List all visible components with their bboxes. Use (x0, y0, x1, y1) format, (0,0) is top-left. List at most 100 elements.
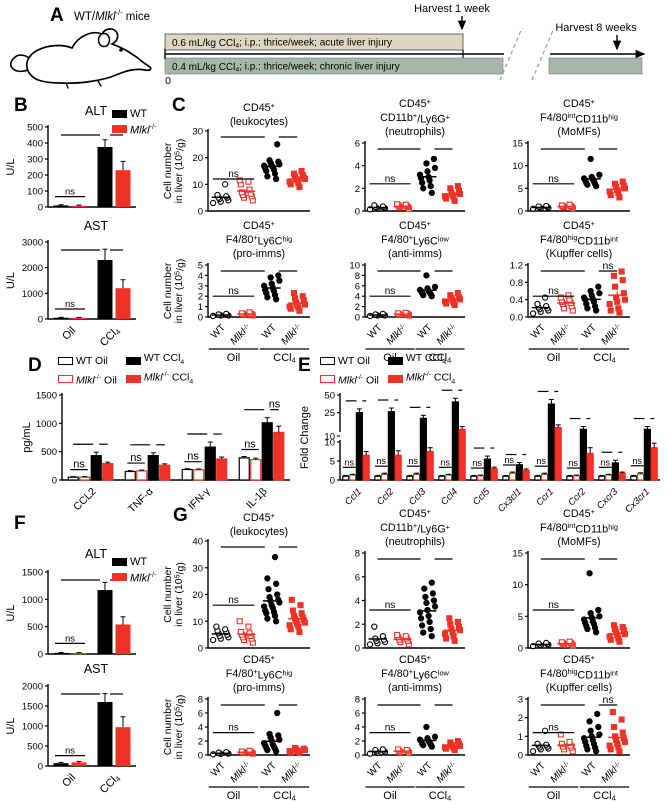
scatter-point (209, 312, 217, 320)
scatter-point (454, 183, 461, 190)
y-tick-label: 0 (38, 650, 43, 661)
bar (374, 475, 382, 481)
chart-title: CD45+ (399, 219, 431, 232)
scatter-point (418, 622, 426, 629)
y-tick-label: 0 (355, 313, 360, 324)
group-x-label: Mlkl-/- (435, 322, 460, 347)
legend-swatch-icon (112, 558, 127, 566)
bar (586, 452, 594, 481)
scatter-point (420, 629, 427, 636)
scatter-point (296, 628, 303, 635)
scatter-point (430, 155, 438, 163)
chart-title: CD45+ (399, 97, 431, 110)
sig-label: ns (344, 457, 354, 467)
sig-label: ns (548, 174, 559, 185)
bar (53, 763, 69, 766)
bar (483, 458, 491, 481)
y-tick-label: 300 (27, 155, 43, 166)
chart-title: F4/80+Ly6Clow (381, 233, 449, 247)
scatter-point (606, 633, 613, 640)
bar (598, 475, 606, 481)
scatter-point (422, 593, 429, 601)
y-tick-label: 2000 (22, 263, 43, 274)
bar (643, 428, 651, 481)
chart-title: CD45+ (563, 653, 595, 666)
break-slash (499, 27, 523, 81)
y-tick-label: 4 (355, 292, 360, 303)
y-axis-label: Cell number (162, 142, 174, 199)
group-x-label: Mlkl-/- (548, 760, 573, 785)
group-x-label: Mlkl-/- (385, 322, 410, 347)
scatter-point (587, 287, 594, 295)
scatter-point (620, 735, 627, 742)
treatment-label: Oil (227, 352, 240, 364)
y-tick-label: 0.0 (510, 313, 523, 324)
acute-treatment-text: 0.6 mL/kg CCl4; i.p.; thrice/week; acute… (172, 37, 392, 49)
y-tick-label: 0.4 (510, 295, 523, 306)
y-tick-label: 200 (27, 171, 43, 182)
sig-label: ns (376, 456, 386, 466)
scatter-point (429, 590, 437, 597)
scatter-point (371, 623, 378, 630)
chart-title: CD45+ (399, 507, 431, 520)
scatter-point (596, 290, 603, 297)
y-tick-label: 15 (512, 139, 523, 150)
legend-swatch-icon (320, 356, 335, 365)
scatter-point (209, 751, 217, 758)
scatter-point (619, 729, 626, 736)
y-tick-label: 8 (355, 695, 360, 706)
group-x-label: WT (529, 760, 548, 779)
scatter-point (447, 185, 454, 192)
scatter-point (618, 716, 625, 723)
x-category-label: Oil (60, 772, 78, 790)
legend-item: WT Oil (320, 352, 379, 369)
scatter-point (586, 718, 593, 725)
chart-title: CD45+ (243, 101, 275, 114)
scatter-point (238, 189, 245, 196)
treatment-label: CCl4 (273, 352, 296, 365)
sig-label: ns (548, 286, 559, 297)
y-tick-label: 1000 (22, 722, 43, 733)
y-tick-label: 10 (324, 438, 335, 449)
legend-swatch-icon (125, 374, 141, 383)
group-x-label: Mlkl-/- (385, 760, 410, 785)
x-category-label: CCl4 (98, 325, 123, 350)
chart-title: F4/80+Ly6Chig (226, 233, 292, 247)
scatter-point (417, 615, 425, 622)
scatter-point (245, 623, 252, 630)
bar (355, 412, 364, 481)
legend-label: Mlkl-/- CCl4 (143, 371, 194, 386)
chart-title: ALT (85, 547, 107, 561)
y-tick-label: 0 (518, 644, 523, 655)
bar (522, 469, 530, 481)
scatter-point (221, 181, 229, 188)
scatter-point (275, 272, 282, 279)
chronic-treatment-bar-left (164, 57, 504, 75)
y-tick-label: 4 (355, 596, 360, 607)
scatter-point (447, 292, 454, 299)
scatter-point (286, 178, 293, 185)
legend-oil-ccl4-d: WT Oil WT CCl4 Mlkl-/- Oil Mlkl-/- CCl4 (58, 352, 193, 389)
scatter-point (610, 622, 618, 629)
bar (97, 147, 113, 207)
bar (115, 727, 131, 766)
scatter-point (557, 731, 564, 738)
scatter-point (595, 606, 602, 614)
sig-label: ns (269, 399, 281, 411)
scatter-point (245, 178, 252, 185)
bar (573, 475, 581, 481)
sig-label: ns (440, 457, 450, 467)
scatter-point (379, 203, 387, 210)
bar (97, 702, 113, 766)
y-tick-label: 0.8 (510, 278, 523, 289)
bar (115, 624, 131, 654)
y-axis-label: in liver (105/g) (173, 695, 186, 760)
chart-title: F4/80intCD11bhig (540, 111, 618, 125)
bar (554, 426, 562, 481)
y-tick-label: 0 (198, 207, 203, 218)
scatter-point (529, 310, 537, 317)
scatter-point (246, 309, 253, 316)
panel-label-a: A (50, 5, 64, 26)
y-tick-label: 0 (518, 207, 523, 218)
